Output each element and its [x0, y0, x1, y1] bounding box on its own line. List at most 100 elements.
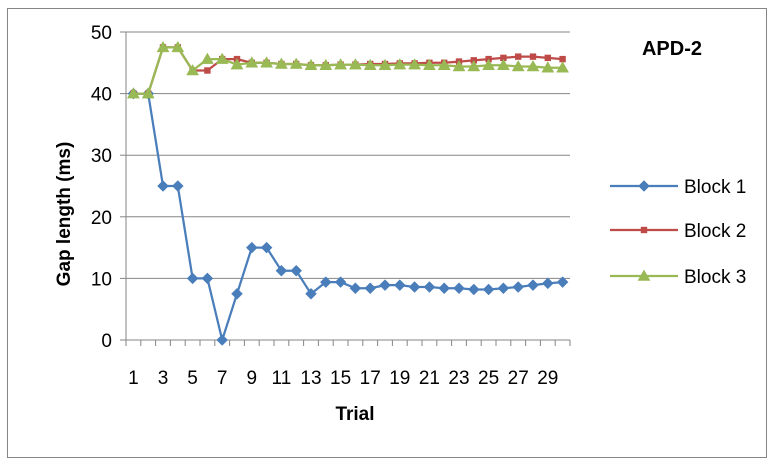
block-3-point	[171, 40, 185, 53]
axes	[120, 31, 571, 346]
block-3-point	[526, 59, 540, 72]
block-1-point	[157, 180, 169, 192]
block-3-point	[422, 58, 436, 71]
legend: Block 1 Block 2 Block 3	[610, 177, 746, 288]
y-tick-label: 40	[91, 85, 112, 106]
x-tick-label: 7	[217, 368, 228, 389]
block-3-point	[289, 57, 303, 69]
block-3-point	[200, 52, 214, 64]
block-1-point	[467, 283, 480, 296]
block-2-point	[559, 55, 566, 63]
block-1-point	[290, 264, 303, 277]
block-1-point	[334, 276, 347, 288]
block-3-point	[334, 58, 348, 70]
legend-label: Block 3	[684, 267, 746, 288]
block-1-point	[216, 334, 229, 346]
x-tick-labels: 1 3 5 7 9 11 13 15 17 19 21 23 25 27 29	[128, 368, 558, 389]
x-tick-label: 11	[272, 368, 292, 389]
block-3-point	[319, 58, 333, 71]
block-1-point	[231, 287, 243, 300]
block-3-point	[482, 58, 496, 71]
x-tick-label: 5	[187, 368, 198, 389]
x-tick-label: 13	[300, 368, 321, 389]
gridlines	[126, 31, 570, 279]
chart-title: APD-2	[642, 38, 702, 60]
block-1-point	[393, 279, 406, 292]
block-3-point	[437, 58, 451, 71]
x-axis-title: Trial	[335, 404, 374, 425]
block-3-point	[408, 58, 422, 70]
block-3-point	[186, 63, 200, 76]
x-tick-label: 1	[128, 368, 139, 389]
block-3-point	[452, 59, 466, 72]
block-3-point	[215, 52, 229, 64]
block-1-point	[305, 287, 317, 300]
block-3-point	[496, 58, 510, 71]
y-tick-label: 50	[91, 23, 112, 44]
block-1-point	[438, 282, 451, 295]
block-1-point	[275, 264, 288, 277]
legend-label: Block 2	[684, 221, 746, 242]
series-group	[126, 40, 570, 346]
block-1-point	[453, 282, 465, 295]
block-3-point	[230, 58, 244, 70]
block-1-point	[319, 276, 332, 288]
block-2-point	[515, 53, 522, 60]
block-1-point	[349, 282, 362, 295]
x-tick-label: 29	[537, 368, 558, 389]
block-3-point	[556, 61, 570, 73]
block-3-point	[126, 87, 140, 99]
y-axis-title: Gap length (ms)	[54, 142, 75, 287]
block-1-series	[127, 87, 569, 346]
block-1-point	[541, 277, 554, 290]
block-1-point	[245, 241, 258, 254]
block-1-point	[186, 272, 199, 285]
block-1-point	[497, 282, 510, 295]
x-tick-label: 23	[448, 368, 469, 389]
block-3-point	[541, 61, 555, 73]
block-3-point	[363, 58, 377, 71]
y-tick-label: 20	[91, 208, 112, 229]
block-2-point	[529, 53, 537, 60]
block-3-point	[348, 58, 362, 70]
y-tick-labels: 0 10 20 30 40 50	[91, 23, 112, 352]
legend-marker	[640, 226, 648, 234]
legend-marker	[637, 269, 651, 281]
block-2-point	[544, 54, 551, 62]
chart-border	[7, 8, 767, 458]
x-tick-label: 25	[478, 368, 499, 389]
block-3-point	[511, 59, 525, 72]
x-tick-label: 15	[330, 368, 351, 389]
legend-item-block-2: Block 2	[610, 221, 746, 242]
y-tick-label: 0	[101, 331, 112, 352]
block-3-point	[304, 58, 318, 71]
block-1-point	[423, 281, 436, 293]
block-3-point	[467, 59, 481, 72]
block-1-point	[201, 272, 214, 285]
x-tick-label: 27	[508, 368, 529, 389]
y-tick-label: 10	[91, 269, 112, 290]
x-tick-label: 3	[158, 368, 169, 389]
block-3-point	[245, 56, 259, 68]
block-2-point	[500, 54, 507, 62]
x-tick-label: 17	[360, 368, 381, 389]
block-1-point	[171, 180, 184, 192]
block-1-point	[527, 279, 539, 292]
block-1-point	[482, 283, 495, 296]
legend-label: Block 1	[684, 177, 746, 198]
block-3-point	[378, 58, 392, 71]
x-tick-label: 21	[419, 368, 440, 389]
y-tick-label: 30	[91, 146, 112, 167]
block-3-point	[393, 58, 407, 70]
block-3-point	[156, 40, 170, 53]
block-3-point	[260, 56, 274, 68]
block-3-series	[126, 40, 570, 99]
block-1-point	[408, 281, 421, 293]
block-3-point	[274, 57, 288, 69]
block-1-point	[379, 279, 391, 292]
x-tick-label: 9	[247, 368, 258, 389]
block-3-point	[141, 87, 155, 99]
block-1-point	[260, 241, 273, 254]
legend-marker	[638, 180, 650, 192]
